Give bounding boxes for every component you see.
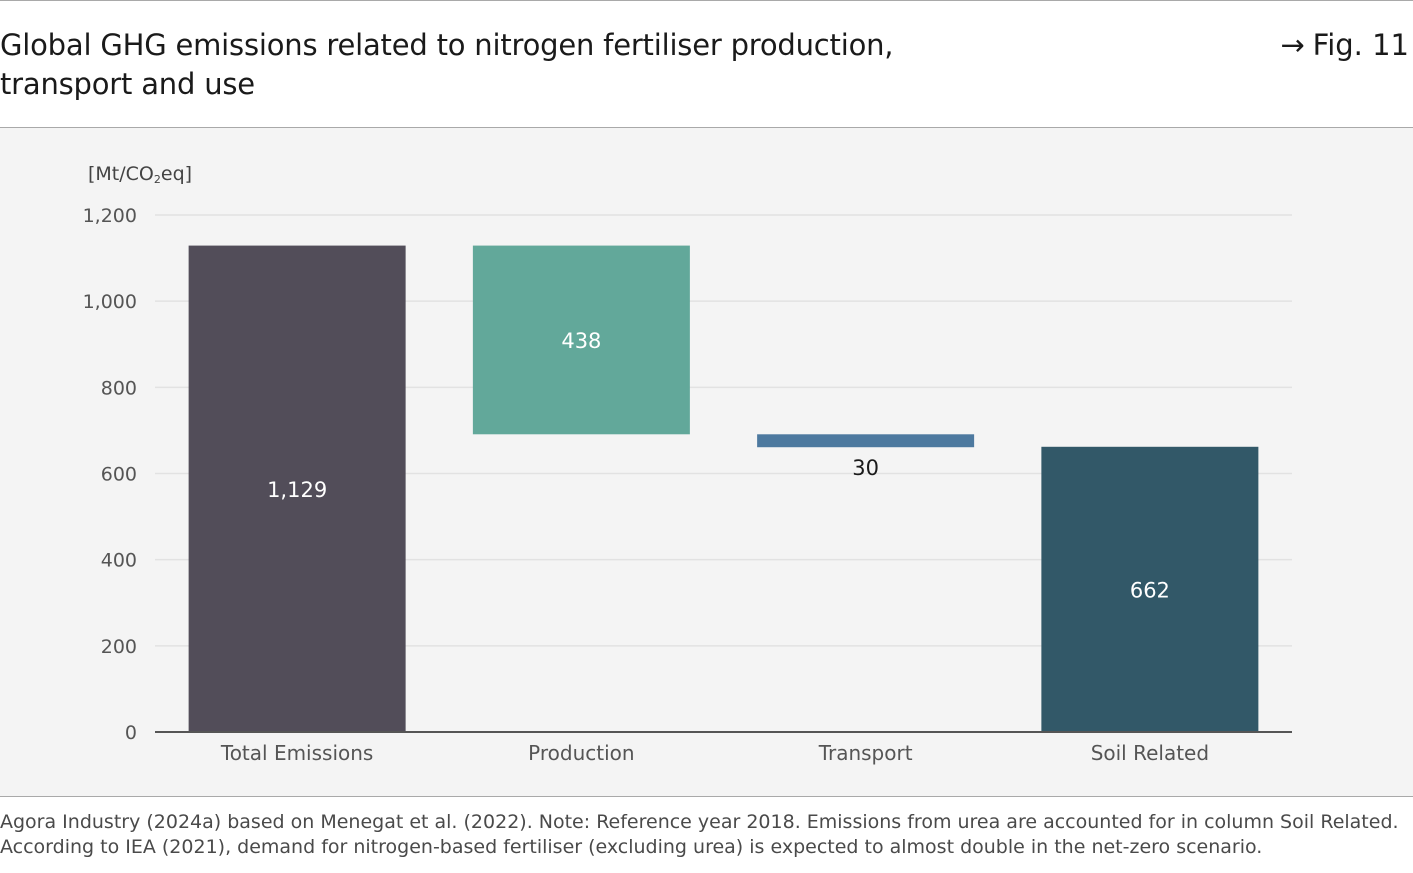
- bar-soil-related: [1041, 446, 1259, 732]
- x-tick-label: Production: [528, 741, 634, 765]
- y-tick-label: 0: [125, 722, 137, 744]
- unit-subscript: 2: [153, 173, 161, 186]
- y-tick-label: 1,200: [83, 205, 137, 227]
- unit-suffix: eq]: [160, 163, 193, 185]
- title-line-1: Global GHG emissions related to nitrogen…: [0, 28, 894, 62]
- page-title: Global GHG emissions related to nitrogen…: [0, 26, 1000, 104]
- bar-production: [472, 245, 690, 435]
- data-label: 1,129: [267, 478, 327, 502]
- bar-transport: [757, 434, 975, 448]
- source-note: Agora Industry (2024a) based on Menegat …: [0, 810, 1413, 860]
- x-tick-label: Soil Related: [1091, 741, 1209, 765]
- data-label: 662: [1130, 578, 1170, 602]
- source-line-2: According to IEA (2021), demand for nitr…: [0, 836, 1263, 858]
- data-label: 438: [561, 329, 601, 353]
- x-tick-label: Total Emissions: [220, 741, 373, 765]
- figure-reference: → Fig. 11: [1280, 26, 1409, 65]
- bar-total-emissions: [188, 245, 406, 732]
- source-line-1: Agora Industry (2024a) based on Menegat …: [0, 811, 1399, 833]
- title-line-2: transport and use: [0, 67, 255, 101]
- y-tick-label: 400: [101, 550, 137, 572]
- arrow-right-icon: →: [1280, 28, 1305, 62]
- y-axis-unit-label: [Mt/CO2eq]: [88, 163, 192, 186]
- waterfall-chart: 0 200 400 600 800 1,000 1,200 1,129 Total Emissi…: [83, 205, 1292, 765]
- y-tick-label: 1,000: [83, 291, 137, 313]
- x-tick-label: Transport: [818, 741, 913, 765]
- y-tick-label: 800: [101, 377, 137, 399]
- data-label: 30: [852, 456, 879, 480]
- chart-panel: [Mt/CO2eq] 0 200 400 600 800 1,000 1,200 1,129 T…: [0, 127, 1413, 797]
- unit-prefix: [Mt/CO: [88, 163, 154, 185]
- figure-number: Fig. 11: [1312, 28, 1409, 62]
- y-tick-label: 600: [101, 464, 137, 486]
- top-rule: [0, 0, 1413, 1]
- y-tick-label: 200: [101, 636, 137, 658]
